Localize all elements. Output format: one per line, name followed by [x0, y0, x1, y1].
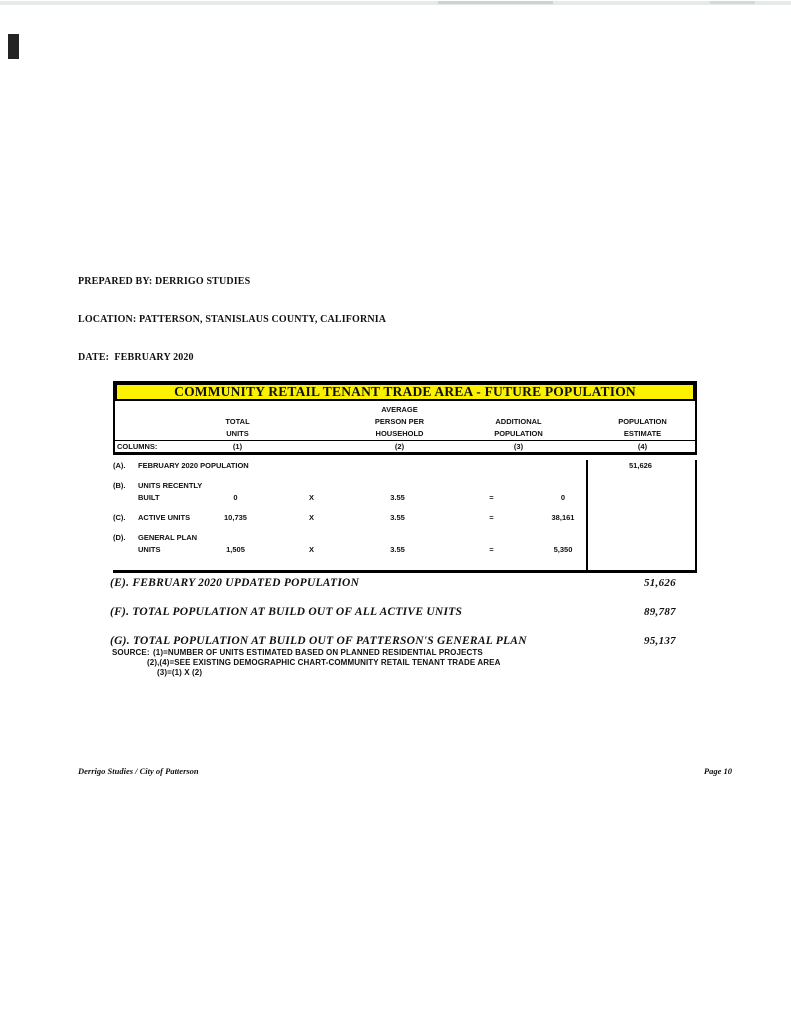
summary-value: 51,626	[643, 576, 676, 589]
col-header-average: AVERAGE	[381, 405, 418, 414]
col-header-population2: POPULATION	[494, 429, 543, 438]
estimate-column-divider	[586, 460, 588, 570]
row-label-line2: BUILT	[138, 493, 160, 502]
col-header-person-per: PERSON PER	[374, 417, 425, 426]
row-equals-sign: =	[489, 493, 494, 502]
row-units-value: 0	[233, 493, 238, 502]
row-additional-value: 5,350	[553, 545, 573, 554]
row-equals-sign: =	[489, 545, 494, 554]
source-line-3: (3)=(1) X (2)	[157, 668, 203, 677]
row-prefix: (C).	[113, 513, 126, 522]
table-title: COMMUNITY RETAIL TENANT TRADE AREA - FUT…	[174, 384, 636, 399]
column-tick-1: (1)	[232, 442, 243, 451]
column-tick-3: (3)	[513, 442, 524, 451]
summary-row-e: (E). FEBRUARY 2020 UPDATED POPULATION 51…	[110, 568, 676, 597]
col-header-total: TOTAL	[225, 417, 250, 426]
scan-edge-line	[0, 1, 791, 5]
row-equals-sign: =	[489, 513, 494, 522]
table-row-d: (D). GENERAL PLAN UNITS 1,505 X 3.55 = 5…	[113, 532, 695, 556]
row-multiply-sign: X	[308, 493, 314, 502]
table-row-c: (C). ACTIVE UNITS 10,735 X 3.55 = 38,161	[113, 512, 695, 524]
row-label: ACTIVE UNITS	[138, 513, 191, 522]
footer-attribution: Derrigo Studies / City of Patterson	[78, 766, 199, 776]
row-additional-value: 38,161	[551, 513, 575, 522]
summary-section: (E). FEBRUARY 2020 UPDATED POPULATION 51…	[110, 568, 676, 655]
row-units-value: 10,735	[224, 513, 247, 522]
row-estimate-value: 51,626	[629, 461, 652, 470]
scan-artifact-mark	[8, 34, 19, 59]
row-prefix: (B).	[113, 481, 126, 490]
col-header-units: UNITS	[226, 429, 249, 438]
future-population-table: COMMUNITY RETAIL TENANT TRADE AREA - FUT…	[113, 381, 697, 573]
table-header-box: COMMUNITY RETAIL TENANT TRADE AREA - FUT…	[113, 381, 697, 455]
row-label: FEBRUARY 2020 POPULATION	[138, 461, 249, 470]
row-multiply-sign: X	[308, 545, 314, 554]
row-pph-value: 3.55	[390, 493, 405, 502]
scan-edge-dark-segment	[710, 1, 755, 4]
prepared-by-line: PREPARED BY: DERRIGO STUDIES	[78, 275, 251, 287]
summary-value: 95,137	[643, 634, 676, 647]
row-label-line2: UNITS	[138, 545, 161, 554]
table-title-bar: COMMUNITY RETAIL TENANT TRADE AREA - FUT…	[115, 383, 695, 401]
columns-index-row: COLUMNS: (1) (2) (3) (4)	[115, 440, 695, 455]
row-pph-value: 3.55	[390, 545, 405, 554]
col-header-household: HOUSEHOLD	[375, 429, 424, 438]
col-header-additional: ADDITIONAL	[495, 417, 542, 426]
summary-label: (G). TOTAL POPULATION AT BUILD OUT OF PA…	[110, 634, 527, 647]
table-body: (A). FEBRUARY 2020 POPULATION 51,626 (B)…	[113, 460, 697, 573]
column-tick-4: (4)	[637, 442, 648, 451]
table-row-a: (A). FEBRUARY 2020 POPULATION 51,626	[113, 460, 695, 472]
table-row-b: (B). UNITS RECENTLY BUILT 0 X 3.55 = 0	[113, 480, 695, 504]
source-label: SOURCE:	[112, 648, 150, 657]
row-label: UNITS RECENTLY	[138, 481, 203, 490]
footer-page-number: Page 10	[703, 766, 732, 776]
columns-label: COLUMNS:	[117, 442, 158, 451]
scan-edge-dark-segment	[438, 1, 553, 4]
column-tick-2: (2)	[394, 442, 405, 451]
row-multiply-sign: X	[308, 513, 314, 522]
source-note-block: SOURCE: (1)=NUMBER OF UNITS ESTIMATED BA…	[112, 648, 500, 678]
col-header-estimate: ESTIMATE	[623, 429, 662, 438]
summary-label: (E). FEBRUARY 2020 UPDATED POPULATION	[110, 576, 360, 589]
summary-row-f: (F). TOTAL POPULATION AT BUILD OUT OF AL…	[110, 597, 676, 626]
date-line: DATE: FEBRUARY 2020	[78, 352, 194, 364]
source-line-2: (2),(4)=SEE EXISTING DEMOGRAPHIC CHART-C…	[147, 658, 501, 667]
document-header: PREPARED BY: DERRIGO STUDIES LOCATION: P…	[78, 250, 386, 391]
summary-value: 89,787	[643, 605, 676, 618]
summary-row-g: (G). TOTAL POPULATION AT BUILD OUT OF PA…	[110, 626, 676, 655]
summary-label: (F). TOTAL POPULATION AT BUILD OUT OF AL…	[110, 605, 463, 618]
row-label: GENERAL PLAN	[138, 533, 198, 542]
row-prefix: (D).	[113, 533, 126, 542]
row-prefix: (A).	[113, 461, 126, 470]
col-header-population: POPULATION	[618, 417, 667, 426]
row-additional-value: 0	[560, 493, 566, 502]
column-headers: AVERAGE TOTAL PERSON PER ADDITIONAL POPU…	[115, 401, 695, 440]
location-line: LOCATION: PATTERSON, STANISLAUS COUNTY, …	[78, 313, 387, 325]
row-units-value: 1,505	[226, 545, 245, 554]
row-pph-value: 3.55	[390, 513, 405, 522]
source-line-1: (1)=NUMBER OF UNITS ESTIMATED BASED ON P…	[153, 648, 483, 657]
